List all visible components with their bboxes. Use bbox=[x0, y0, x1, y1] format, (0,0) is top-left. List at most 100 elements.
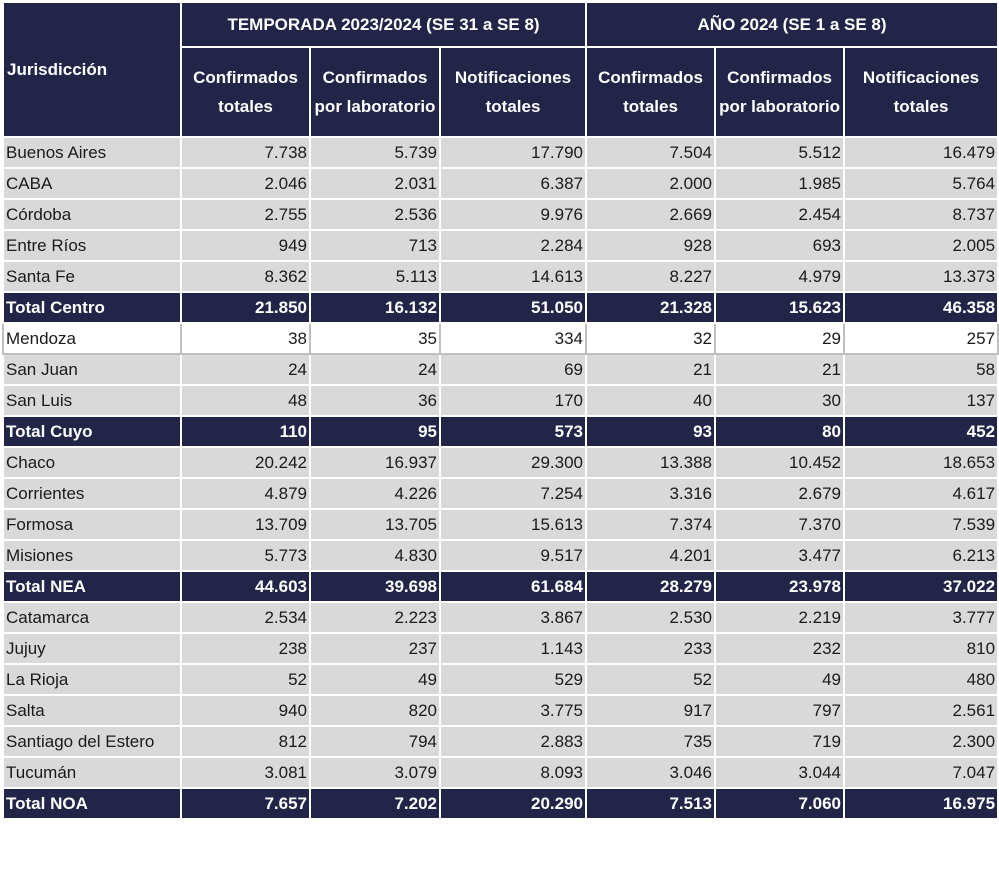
value-cell: 719 bbox=[714, 725, 846, 758]
value-cell: 18.653 bbox=[843, 446, 999, 479]
value-cell: 8.093 bbox=[438, 756, 588, 789]
value-cell: 61.684 bbox=[438, 570, 588, 603]
table-row: Tucumán 3.081 3.079 8.093 3.046 3.044 7.047 bbox=[2, 756, 999, 789]
value-cell: 7.047 bbox=[843, 756, 999, 789]
value-cell: 20.242 bbox=[180, 446, 311, 479]
header-confirmados-totales: Confirmados totales bbox=[585, 46, 717, 138]
value-cell: 4.201 bbox=[585, 539, 717, 572]
value-cell: 28.279 bbox=[585, 570, 717, 603]
value-cell: 30 bbox=[714, 384, 846, 417]
header-jurisdiccion: Jurisdicción bbox=[2, 1, 182, 138]
jurisdiccion-cell: San Juan bbox=[2, 353, 182, 386]
header-group-anio: AÑO 2024 (SE 1 a SE 8) bbox=[585, 1, 999, 48]
value-cell: 4.830 bbox=[309, 539, 441, 572]
value-cell: 3.044 bbox=[714, 756, 846, 789]
value-cell: 46.358 bbox=[843, 291, 999, 324]
header-notificaciones-totales: Notificaciones totales bbox=[438, 46, 588, 138]
table-row: Chaco 20.242 16.937 29.300 13.388 10.452 18.65… bbox=[2, 446, 999, 479]
value-cell: 95 bbox=[309, 415, 441, 448]
value-cell: 24 bbox=[309, 353, 441, 386]
value-cell: 2.755 bbox=[180, 198, 311, 231]
value-cell: 52 bbox=[180, 663, 311, 696]
value-cell: 7.539 bbox=[843, 508, 999, 541]
value-cell: 2.223 bbox=[309, 601, 441, 634]
value-cell: 36 bbox=[309, 384, 441, 417]
value-cell: 20.290 bbox=[438, 787, 588, 820]
value-cell: 573 bbox=[438, 415, 588, 448]
value-cell: 797 bbox=[714, 694, 846, 727]
value-cell: 2.005 bbox=[843, 229, 999, 262]
column-header-row: Confirmados totales Confirmados por labo… bbox=[3, 46, 999, 138]
value-cell: 7.254 bbox=[438, 477, 588, 510]
value-cell: 1.143 bbox=[438, 632, 588, 665]
value-cell: 3.081 bbox=[180, 756, 311, 789]
value-cell: 16.479 bbox=[843, 136, 999, 169]
value-cell: 7.657 bbox=[180, 787, 311, 820]
jurisdiccion-cell: Mendoza bbox=[2, 322, 182, 355]
value-cell: 69 bbox=[438, 353, 588, 386]
jurisdiccion-cell: Tucumán bbox=[2, 756, 182, 789]
value-cell: 3.046 bbox=[585, 756, 717, 789]
total-row: Total NEA 44.603 39.698 61.684 28.279 23.978 3… bbox=[2, 570, 999, 603]
value-cell: 480 bbox=[843, 663, 999, 696]
value-cell: 529 bbox=[438, 663, 588, 696]
value-cell: 2.534 bbox=[180, 601, 311, 634]
table-row: La Rioja 52 49 529 52 49 480 bbox=[2, 663, 999, 696]
value-cell: 237 bbox=[309, 632, 441, 665]
value-cell: 940 bbox=[180, 694, 311, 727]
jurisdiccion-cell: Corrientes bbox=[2, 477, 182, 510]
value-cell: 80 bbox=[714, 415, 846, 448]
jurisdiccion-cell: Salta bbox=[2, 694, 182, 727]
value-cell: 5.764 bbox=[843, 167, 999, 200]
value-cell: 9.976 bbox=[438, 198, 588, 231]
value-cell: 257 bbox=[843, 322, 999, 355]
value-cell: 7.060 bbox=[714, 787, 846, 820]
value-cell: 2.536 bbox=[309, 198, 441, 231]
value-cell: 32 bbox=[585, 322, 717, 355]
value-cell: 38 bbox=[180, 322, 311, 355]
value-cell: 735 bbox=[585, 725, 717, 758]
table-row: Córdoba 2.755 2.536 9.976 2.669 2.454 8.737 bbox=[2, 198, 999, 231]
value-cell: 44.603 bbox=[180, 570, 311, 603]
jurisdiccion-cell: Buenos Aires bbox=[2, 136, 182, 169]
value-cell: 29.300 bbox=[438, 446, 588, 479]
value-cell: 52 bbox=[585, 663, 717, 696]
value-cell: 917 bbox=[585, 694, 717, 727]
jurisdiccion-cell: Total NEA bbox=[2, 570, 182, 603]
value-cell: 3.775 bbox=[438, 694, 588, 727]
value-cell: 2.530 bbox=[585, 601, 717, 634]
value-cell: 2.454 bbox=[714, 198, 846, 231]
value-cell: 110 bbox=[180, 415, 311, 448]
value-cell: 23.978 bbox=[714, 570, 846, 603]
value-cell: 21 bbox=[714, 353, 846, 386]
jurisdiccion-cell: Chaco bbox=[2, 446, 182, 479]
value-cell: 7.738 bbox=[180, 136, 311, 169]
header-confirmados-totales: Confirmados totales bbox=[180, 46, 311, 138]
jurisdiccion-cell: Santa Fe bbox=[2, 260, 182, 293]
table-body: Buenos Aires 7.738 5.739 17.790 7.504 5.512 16… bbox=[2, 136, 999, 820]
value-cell: 13.705 bbox=[309, 508, 441, 541]
value-cell: 2.679 bbox=[714, 477, 846, 510]
value-cell: 233 bbox=[585, 632, 717, 665]
value-cell: 48 bbox=[180, 384, 311, 417]
jurisdiccion-cell: Formosa bbox=[2, 508, 182, 541]
value-cell: 16.937 bbox=[309, 446, 441, 479]
table-row: San Juan 24 24 69 21 21 58 bbox=[2, 353, 999, 386]
value-cell: 928 bbox=[585, 229, 717, 262]
value-cell: 2.219 bbox=[714, 601, 846, 634]
table-row: Buenos Aires 7.738 5.739 17.790 7.504 5.512 16… bbox=[2, 136, 999, 169]
value-cell: 2.000 bbox=[585, 167, 717, 200]
value-cell: 693 bbox=[714, 229, 846, 262]
header-notificaciones-totales: Notificaciones totales bbox=[843, 46, 999, 138]
value-cell: 49 bbox=[714, 663, 846, 696]
table-row: San Luis 48 36 170 40 30 137 bbox=[2, 384, 999, 417]
table-row: Santiago del Estero 812 794 2.883 735 719 2.30… bbox=[2, 725, 999, 758]
value-cell: 4.226 bbox=[309, 477, 441, 510]
jurisdiccion-cell: Entre Ríos bbox=[2, 229, 182, 262]
value-cell: 13.373 bbox=[843, 260, 999, 293]
value-cell: 29 bbox=[714, 322, 846, 355]
group-header-row: Jurisdicción TEMPORADA 2023/2024 (SE 31 … bbox=[2, 1, 999, 138]
table-row: Santa Fe 8.362 5.113 14.613 8.227 4.979 13.373 bbox=[2, 260, 999, 293]
table-row: Entre Ríos 949 713 2.284 928 693 2.005 bbox=[2, 229, 999, 262]
value-cell: 93 bbox=[585, 415, 717, 448]
